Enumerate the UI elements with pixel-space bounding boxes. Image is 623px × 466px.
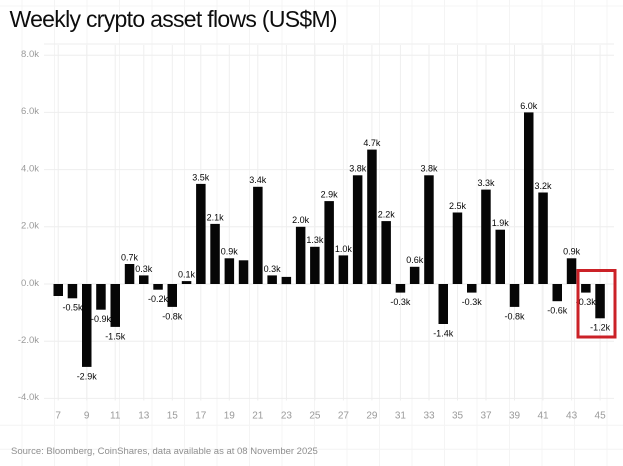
svg-text:13: 13 [138, 411, 150, 422]
svg-text:17: 17 [195, 411, 207, 422]
svg-text:0.3k: 0.3k [264, 264, 282, 274]
svg-text:23: 23 [281, 411, 293, 422]
svg-text:-0.8k: -0.8k [162, 311, 183, 321]
svg-text:35: 35 [452, 411, 464, 422]
svg-text:2.1k: 2.1k [207, 212, 225, 222]
svg-text:1.0k: 1.0k [335, 244, 353, 254]
svg-text:2.2k: 2.2k [378, 210, 396, 220]
svg-text:41: 41 [537, 411, 549, 422]
svg-text:21: 21 [252, 411, 264, 422]
svg-text:6.0k: 6.0k [520, 101, 538, 111]
svg-text:0.9k: 0.9k [563, 247, 581, 257]
svg-text:0.0k: 0.0k [21, 278, 39, 289]
svg-text:9: 9 [84, 411, 90, 422]
svg-text:3.4k: 3.4k [249, 175, 267, 185]
svg-text:4.7k: 4.7k [363, 138, 381, 148]
svg-text:3.8k: 3.8k [349, 164, 367, 174]
svg-text:2.0k: 2.0k [21, 221, 39, 232]
svg-text:2.5k: 2.5k [449, 201, 467, 211]
svg-text:-1.2k: -1.2k [590, 323, 611, 333]
svg-text:45: 45 [595, 411, 607, 422]
svg-text:-0.2k: -0.2k [148, 294, 169, 304]
svg-text:-1.5k: -1.5k [105, 331, 126, 341]
svg-text:6.0k: 6.0k [21, 106, 39, 117]
svg-text:19: 19 [224, 411, 236, 422]
svg-text:1.9k: 1.9k [492, 218, 510, 228]
svg-text:0.7k: 0.7k [121, 252, 139, 262]
svg-text:8.0k: 8.0k [21, 49, 39, 60]
svg-text:3.8k: 3.8k [420, 164, 438, 174]
svg-text:11: 11 [110, 411, 121, 422]
svg-text:-1.4k: -1.4k [433, 328, 454, 338]
svg-text:1.3k: 1.3k [306, 235, 324, 245]
svg-text:-2.9k: -2.9k [77, 371, 98, 381]
svg-text:3.2k: 3.2k [534, 181, 552, 191]
svg-text:31: 31 [395, 411, 407, 422]
svg-text:-0.9k: -0.9k [91, 314, 112, 324]
svg-text:-0.3k: -0.3k [576, 297, 597, 307]
svg-text:-4.0k: -4.0k [18, 392, 39, 403]
svg-text:39: 39 [509, 411, 521, 422]
svg-text:15: 15 [167, 411, 179, 422]
svg-text:27: 27 [338, 411, 350, 422]
svg-text:0.9k: 0.9k [221, 247, 239, 257]
svg-text:37: 37 [480, 411, 492, 422]
svg-text:-0.8k: -0.8k [504, 311, 525, 321]
svg-text:-0.5k: -0.5k [62, 303, 83, 313]
svg-text:4.0k: 4.0k [21, 163, 39, 174]
svg-text:2.0k: 2.0k [292, 215, 310, 225]
svg-text:-0.3k: -0.3k [462, 297, 483, 307]
svg-text:2.9k: 2.9k [321, 190, 339, 200]
svg-text:25: 25 [309, 411, 321, 422]
svg-text:0.6k: 0.6k [406, 255, 424, 265]
svg-text:29: 29 [366, 411, 378, 422]
svg-text:0.1k: 0.1k [178, 270, 196, 280]
svg-text:43: 43 [566, 411, 578, 422]
svg-text:33: 33 [423, 411, 435, 422]
svg-text:0.3k: 0.3k [135, 264, 153, 274]
svg-text:-2.0k: -2.0k [18, 335, 39, 346]
svg-text:3.3k: 3.3k [477, 178, 495, 188]
svg-text:-0.6k: -0.6k [547, 306, 568, 316]
svg-text:-0.3k: -0.3k [390, 297, 411, 307]
svg-text:7: 7 [55, 411, 61, 422]
svg-text:3.5k: 3.5k [192, 172, 210, 182]
